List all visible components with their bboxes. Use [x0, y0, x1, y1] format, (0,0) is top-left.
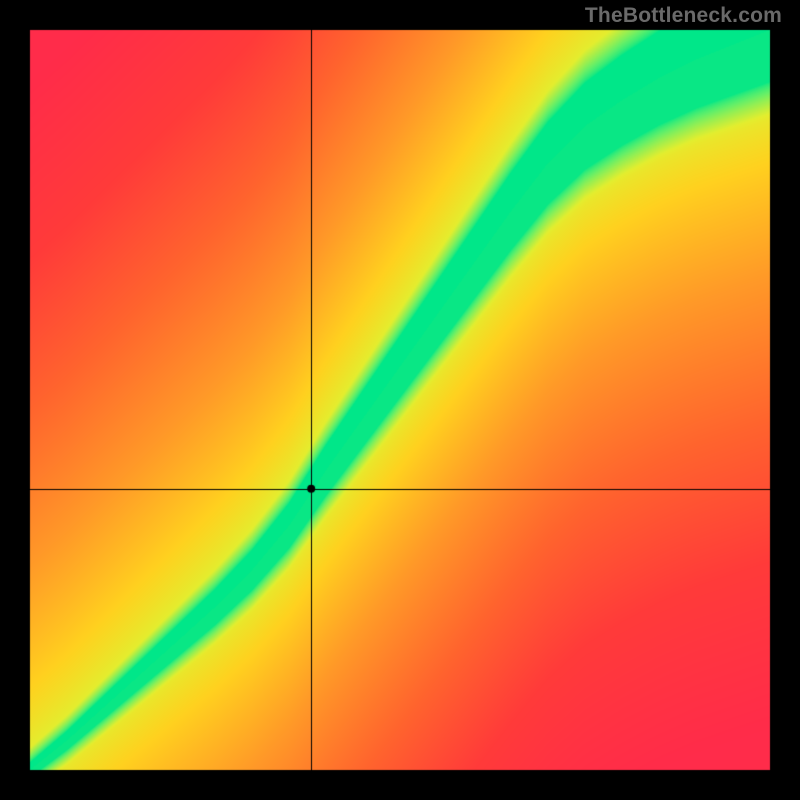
watermark-text: TheBottleneck.com	[585, 4, 782, 28]
bottleneck-heatmap-canvas	[0, 0, 800, 800]
chart-container: TheBottleneck.com	[0, 0, 800, 800]
